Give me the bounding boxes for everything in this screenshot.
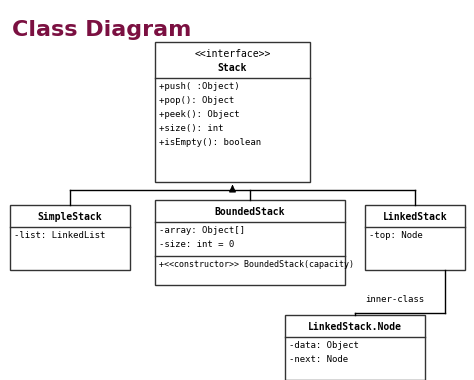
Text: Class Diagram: Class Diagram [12, 20, 191, 40]
Text: Stack: Stack [218, 63, 247, 73]
Text: +<<constructor>> BoundedStack(capacity): +<<constructor>> BoundedStack(capacity) [159, 260, 354, 269]
Text: +pop(): Object: +pop(): Object [159, 96, 234, 105]
Bar [365, 205, 465, 270]
Text: LinkedStack.Node: LinkedStack.Node [308, 321, 402, 332]
Bar [285, 315, 425, 380]
Text: SimpleStack: SimpleStack [38, 212, 102, 222]
Text: +push( :Object): +push( :Object) [159, 82, 240, 91]
Text: +peek(): Object: +peek(): Object [159, 110, 240, 119]
Text: -size: int = 0: -size: int = 0 [159, 240, 234, 249]
Text: +size(): int: +size(): int [159, 124, 224, 133]
Text: <<interface>>: <<interface>> [194, 49, 271, 59]
Text: -data: Object: -data: Object [289, 341, 359, 350]
Text: inner-class: inner-class [365, 295, 424, 304]
Text: -top: Node: -top: Node [369, 231, 423, 240]
Text: -array: Object[]: -array: Object[] [159, 226, 245, 235]
Text: BoundedStack: BoundedStack [215, 207, 285, 217]
Bar [155, 200, 345, 285]
Text: +isEmpty(): boolean: +isEmpty(): boolean [159, 138, 261, 147]
Text: -next: Node: -next: Node [289, 355, 348, 364]
Bar [155, 42, 310, 182]
Text: LinkedStack: LinkedStack [383, 212, 447, 222]
Text: -list: LinkedList: -list: LinkedList [14, 231, 105, 240]
Bar [10, 205, 130, 270]
